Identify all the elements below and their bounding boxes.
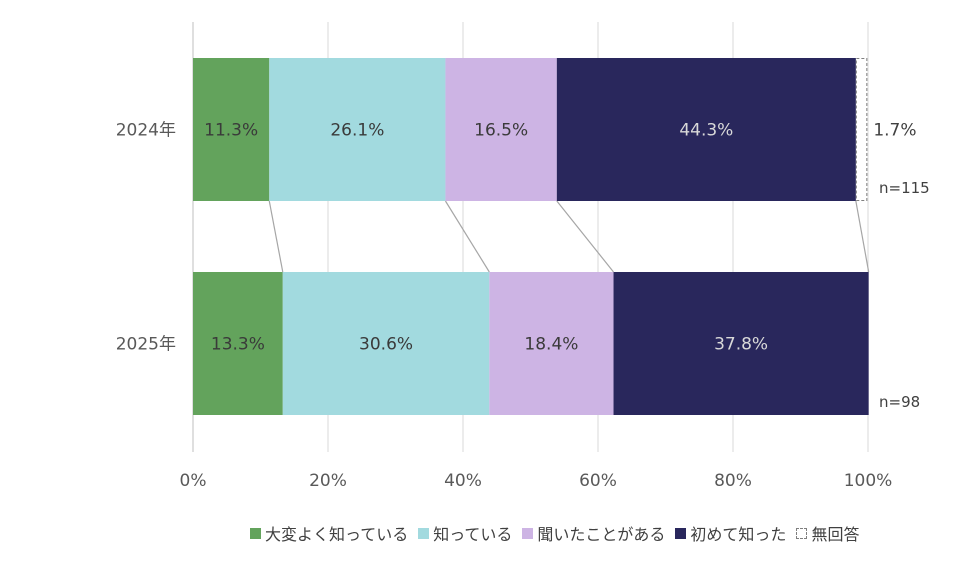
legend-item-1: 知っている	[418, 521, 512, 545]
legend-item-2: 聞いたことがある	[522, 521, 665, 545]
bar-segment-1-2	[489, 272, 614, 415]
legend-label-4: 無回答	[811, 525, 860, 544]
x-tick-label-0: 0%	[180, 471, 207, 491]
legend-label-3: 初めて知った	[690, 525, 787, 544]
bar-segment-0-1	[269, 58, 446, 201]
bars	[193, 58, 869, 415]
legend-label-1: 知っている	[433, 525, 513, 544]
sample-size-label-1: n=98	[879, 393, 920, 411]
series-line-0	[268, 200, 284, 273]
x-tick-label-3: 60%	[579, 471, 617, 491]
series-line-2	[556, 200, 614, 273]
legend-label-2: 聞いたことがある	[537, 525, 666, 544]
legend-swatch-0	[250, 527, 261, 539]
data-label-0-2: 16.5%	[474, 121, 528, 141]
legend-swatch-3	[675, 527, 687, 539]
x-tick-label-5: 100%	[844, 471, 893, 491]
legend-swatch-2	[522, 527, 534, 539]
category-label-1: 2025年	[116, 335, 176, 355]
legend-item-4: 無回答	[796, 521, 859, 545]
data-label-0-1: 26.1%	[330, 121, 384, 141]
series-lines	[268, 200, 870, 273]
bar-segment-0-0	[193, 58, 270, 201]
bar-segment-0-3	[556, 58, 856, 201]
data-label-0-4: 1.7%	[873, 121, 916, 141]
legend: 大変よく知っている 知っている 聞いたことがある 初めて知った 無回答	[250, 521, 859, 545]
legend-swatch-1	[418, 527, 430, 539]
data-label-1-0: 13.3%	[211, 335, 265, 355]
bar-segment-1-3	[613, 272, 869, 415]
x-tick-label-2: 40%	[444, 471, 482, 491]
legend-label-0: 大変よく知っている	[265, 525, 409, 544]
legend-item-3: 初めて知った	[675, 521, 786, 545]
series-line-1	[444, 200, 490, 273]
labels: 0% 20% 40% 60% 80% 100% 2024年 11.3% 26.1% 16.5% 44…	[116, 121, 930, 492]
data-label-1-2: 18.4%	[524, 335, 578, 355]
x-tick-label-1: 20%	[309, 471, 347, 491]
sample-size-label-0: n=115	[879, 179, 930, 197]
data-label-0-3: 44.3%	[679, 121, 733, 141]
legend-item-0: 大変よく知っている	[250, 521, 408, 545]
bar-segment-1-1	[282, 272, 490, 415]
data-label-0-0: 11.3%	[204, 121, 258, 141]
bar-segment-1-0	[193, 272, 283, 415]
data-label-1-1: 30.6%	[359, 335, 413, 355]
category-label-0: 2024年	[116, 121, 176, 141]
bar-segment-0-2	[445, 58, 557, 201]
data-label-1-3: 37.8%	[714, 335, 768, 355]
bar-segment-0-4	[855, 58, 868, 201]
series-line-3	[855, 200, 870, 273]
legend-swatch-4	[796, 527, 808, 539]
x-tick-label-4: 80%	[714, 471, 752, 491]
